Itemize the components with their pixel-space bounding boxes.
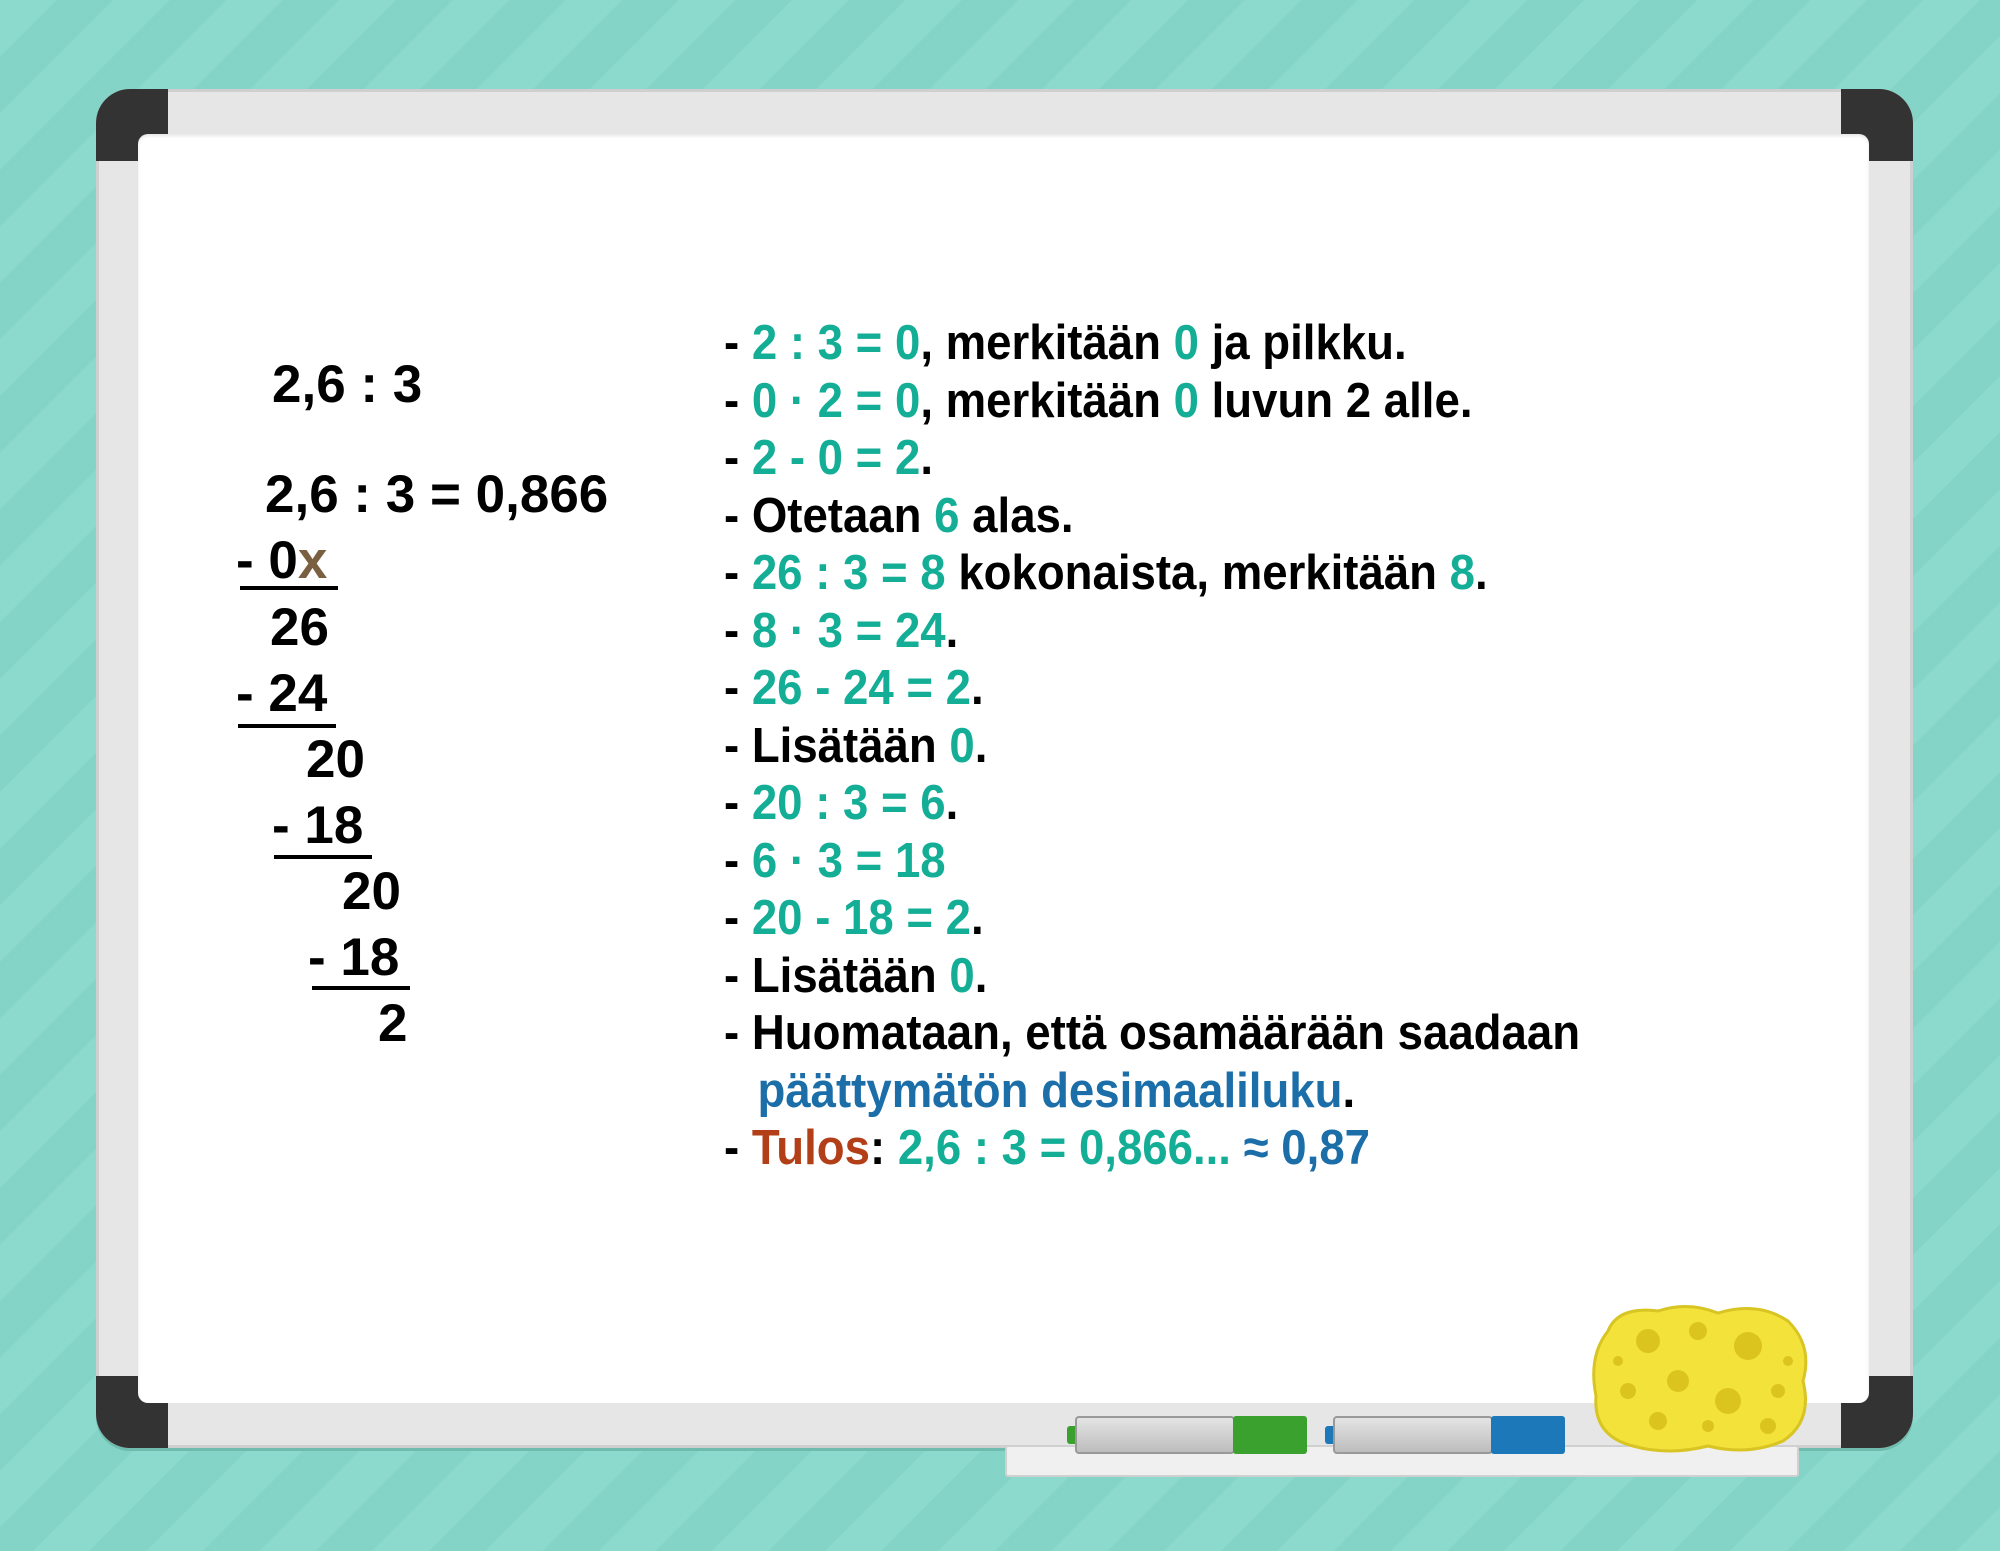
step-segment: - [724, 776, 752, 830]
step-line: - Lisätään 0. [724, 948, 1580, 1006]
step-segment: 20 : 3 = 6 [751, 776, 946, 830]
division-row: 26 [270, 598, 329, 657]
step-segment: 0 [1173, 316, 1199, 370]
division-problem: 2,6 : 3 [272, 355, 423, 414]
step-segment: . [920, 431, 933, 485]
step-segment: - [724, 833, 752, 888]
marker-tip [1067, 1426, 1077, 1444]
subtraction-line [240, 586, 338, 590]
step-segment: - Otetaan [724, 488, 935, 543]
step-segment: 0 [949, 718, 975, 773]
sponge-icon[interactable] [1588, 1301, 1813, 1454]
division-row-text: - 0 [236, 531, 298, 590]
step-segment: - Huomataan, että osamäärään saadaan [724, 1006, 1581, 1060]
step-segment: , merkitään [920, 316, 1174, 370]
marker-cap [1491, 1416, 1565, 1454]
step-segment: - [724, 431, 752, 485]
marker-body [1333, 1416, 1493, 1454]
division-row: 20 [306, 730, 365, 789]
step-segment: alas. [959, 488, 1074, 543]
step-line: - 6 · 3 = 18 [724, 833, 1580, 891]
step-segment: 6 [934, 488, 960, 543]
step-segment: - Lisätään [724, 718, 950, 773]
step-segment: 0 · 2 = 0 [751, 373, 921, 428]
step-segment: 2,6 : 3 = 0,866... [897, 1121, 1244, 1175]
step-line: päättymätön desimaaliluku. [724, 1063, 1580, 1121]
step-segment: - Lisätään [724, 948, 950, 1003]
step-line: - 20 : 3 = 6. [724, 775, 1580, 833]
step-line: - 20 - 18 = 2. [724, 890, 1580, 948]
step-segment: . [945, 603, 959, 658]
step-line: - Huomataan, että osamäärään saadaan [724, 1005, 1580, 1063]
step-segment: - [724, 603, 752, 658]
step-segment: - [724, 891, 752, 945]
step-segment: : [869, 1121, 898, 1175]
step-segment: päättymätön desimaaliluku [757, 1063, 1343, 1118]
step-line: - 0 · 2 = 0, merkitään 0 luvun 2 alle. [724, 373, 1580, 431]
green-marker[interactable] [1067, 1416, 1311, 1454]
division-row: - 18 [308, 928, 400, 987]
step-segment: ≈ 0,87 [1243, 1121, 1371, 1175]
step-line: - Otetaan 6 alas. [724, 488, 1580, 546]
step-segment: Tulos [751, 1121, 870, 1175]
whiteboard [138, 134, 1869, 1403]
division-row: 2 [378, 994, 408, 1053]
step-segment: - [724, 1121, 752, 1175]
step-line: - 8 · 3 = 24. [724, 603, 1580, 661]
step-segment: kokonaista, merkitään [945, 546, 1450, 600]
step-segment: - [724, 316, 752, 370]
step-segment: . [1342, 1063, 1356, 1118]
step-line: - 26 - 24 = 2. [724, 660, 1580, 718]
step-segment: . [974, 718, 988, 773]
marker-cap [1233, 1416, 1307, 1454]
explanation-steps: - 2 : 3 = 0, merkitään 0 ja pilkku. - 0 ·… [724, 315, 1644, 1178]
division-row: - 18 [272, 796, 364, 855]
step-segment: - [724, 373, 752, 428]
step-segment: 26 - 24 = 2 [751, 661, 972, 715]
step-segment: . [945, 776, 959, 830]
step-segment: . [971, 891, 984, 945]
step-line: - Tulos: 2,6 : 3 = 0,866... ≈ 0,87 [724, 1120, 1580, 1178]
subtraction-line [274, 855, 372, 859]
cross-mark: x [297, 531, 328, 590]
step-segment: . [974, 948, 988, 1003]
subtraction-line [312, 986, 410, 990]
step-segment: 2 : 3 = 0 [751, 316, 921, 370]
step-line: - 26 : 3 = 8 kokonaista, merkitään 8. [724, 545, 1580, 603]
step-line: - Lisätään 0. [724, 718, 1580, 776]
step-segment: 8 · 3 = 24 [751, 603, 946, 658]
step-segment: 0 [1173, 373, 1199, 428]
step-segment: . [1475, 546, 1488, 600]
step-segment: 26 : 3 = 8 [751, 546, 946, 600]
marker-tip [1325, 1426, 1335, 1444]
step-segment: ja pilkku. [1198, 316, 1407, 370]
step-segment: 6 · 3 = 18 [751, 833, 946, 888]
step-segment: 20 - 18 = 2 [751, 891, 972, 945]
division-row: - 0x [236, 531, 327, 591]
step-segment: - [724, 661, 752, 715]
step-segment: 2 - 0 = 2 [751, 431, 921, 485]
step-segment: - [724, 546, 752, 600]
division-row: - 24 [236, 664, 328, 723]
step-segment: , merkitään [920, 373, 1174, 428]
step-segment: luvun 2 alle. [1198, 373, 1473, 428]
blue-marker[interactable] [1325, 1416, 1569, 1454]
step-segment: 0 [949, 948, 975, 1003]
step-segment: . [971, 661, 984, 715]
step-segment: 8 [1449, 546, 1476, 600]
division-row: 20 [342, 862, 401, 921]
division-equation: 2,6 : 3 = 0,866 [265, 465, 609, 524]
marker-body [1075, 1416, 1235, 1454]
step-line: - 2 - 0 = 2. [724, 430, 1580, 488]
subtraction-line [238, 724, 336, 728]
step-line: - 2 : 3 = 0, merkitään 0 ja pilkku. [724, 315, 1580, 373]
